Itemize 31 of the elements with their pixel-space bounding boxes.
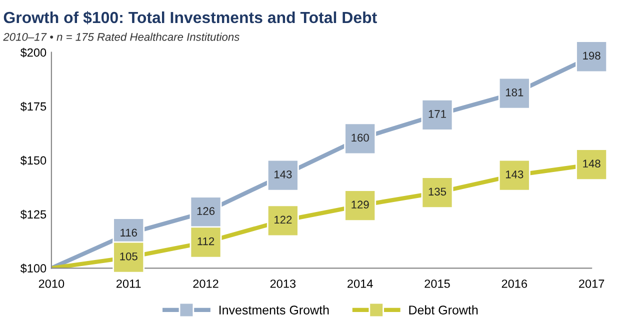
chart-subtitle: 2010–17 • n = 175 Rated Healthcare Institutions xyxy=(3,32,240,41)
data-label: 105 xyxy=(120,252,138,260)
data-label: 126 xyxy=(197,207,215,216)
y-tick-label: $150 xyxy=(20,156,46,166)
data-label: 171 xyxy=(428,110,446,118)
y-tick-label: $175 xyxy=(20,102,46,112)
data-label: 160 xyxy=(352,134,369,142)
data-label: 143 xyxy=(506,170,524,178)
data-label: 198 xyxy=(583,52,600,60)
x-tick-label: 2010 xyxy=(38,280,64,288)
data-label: 122 xyxy=(274,216,292,224)
chart-title: Growth of $100: Total Investments and Total Debt xyxy=(4,11,377,24)
legend-label: Debt Growth xyxy=(409,305,478,314)
legend-label: Investments Growth xyxy=(220,305,329,314)
x-tick-label: 2016 xyxy=(502,280,528,288)
y-tick-label: $200 xyxy=(20,48,46,58)
data-label: 116 xyxy=(120,228,137,237)
x-tick-label: 2017 xyxy=(579,280,604,288)
data-label: 148 xyxy=(583,160,600,168)
data-label: 112 xyxy=(198,237,214,246)
data-label: 181 xyxy=(506,88,524,96)
data-label: 135 xyxy=(428,188,446,196)
data-label: 143 xyxy=(274,170,292,178)
x-tick-label: 2012 xyxy=(193,280,218,288)
y-tick-label: $125 xyxy=(20,210,46,220)
data-label: 129 xyxy=(352,200,369,209)
x-tick-label: 2014 xyxy=(348,280,373,288)
x-tick-label: 2013 xyxy=(270,280,296,288)
x-tick-label: 2015 xyxy=(424,280,450,288)
x-tick-label: 2011 xyxy=(116,280,141,288)
y-tick-label: $100 xyxy=(20,264,46,274)
